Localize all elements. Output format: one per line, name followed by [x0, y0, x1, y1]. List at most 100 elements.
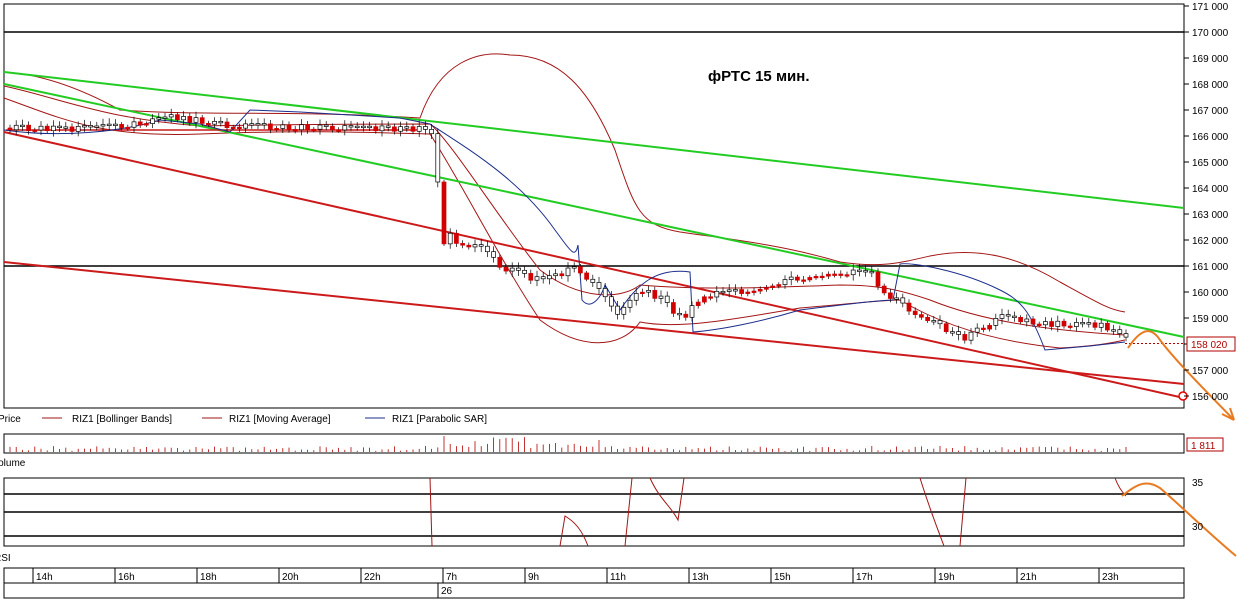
trendlines-layer: [3, 71, 1188, 401]
candle-down: [819, 275, 825, 279]
date-label: 26: [441, 586, 453, 597]
candle-up: [857, 269, 862, 272]
candle-up: [131, 121, 137, 128]
candle-up: [354, 125, 360, 129]
candle-down: [888, 292, 893, 299]
time-tick-label: 20h: [282, 572, 299, 583]
candle-up: [999, 314, 1005, 319]
candle-up: [571, 266, 577, 269]
candle-down: [671, 302, 676, 314]
parabolic-sar-line: [3, 109, 1126, 351]
candle-up: [82, 125, 87, 128]
price-tick-label: 156 000: [1192, 392, 1229, 403]
candle-up: [472, 244, 478, 248]
candle-up: [181, 116, 186, 121]
volume-panel-frame: [3, 433, 1185, 454]
candle-up: [1043, 321, 1048, 326]
candle-up: [658, 295, 664, 299]
parabolic-sar-layer: [3, 109, 1126, 351]
candle-down: [813, 276, 819, 279]
candle-up: [540, 276, 546, 280]
candle-down: [826, 273, 831, 277]
candle-up: [218, 121, 224, 124]
forecast-layer: [1121, 330, 1237, 557]
price-tick-label: 160 000: [1192, 288, 1229, 299]
time-tick-label: 23h: [1102, 572, 1119, 583]
candle-up: [323, 124, 329, 127]
candle-down: [125, 126, 131, 130]
candle-up: [714, 290, 720, 298]
time-tick-label: 21h: [1020, 572, 1037, 583]
candle-up: [602, 288, 608, 298]
candle-up: [733, 289, 738, 292]
candle-up: [1074, 322, 1079, 327]
candle-up: [615, 305, 620, 315]
candle-up: [255, 123, 261, 126]
candle-up: [361, 125, 366, 129]
candle-down: [807, 277, 813, 281]
candle-up: [609, 296, 614, 307]
trendline-green-lower: [3, 83, 1185, 338]
rsi-line: [919, 477, 945, 547]
price-tick-label: 164 000: [1192, 184, 1229, 195]
candle-down: [981, 327, 986, 330]
candle-up: [621, 306, 627, 315]
candle-down: [795, 276, 800, 281]
candle-down: [1049, 321, 1054, 327]
candle-down: [770, 285, 775, 288]
candle-up: [342, 125, 348, 131]
candle-up: [850, 269, 856, 276]
candle-up: [1086, 322, 1092, 325]
candle-up: [20, 124, 25, 128]
legend-moving-average-label: RIZ1 [Moving Average]: [229, 414, 331, 425]
time-tick-label: 11h: [610, 572, 626, 583]
candle-up: [57, 125, 62, 128]
candle-up: [553, 273, 558, 277]
rsi-line: [649, 477, 685, 522]
candle-up: [478, 244, 484, 247]
chart-annotation: фРТС 15 мин.: [708, 68, 810, 85]
candle-up: [162, 116, 168, 119]
candle-down: [466, 244, 472, 248]
candle-down: [503, 266, 509, 272]
candle-up: [677, 313, 682, 316]
candle-down: [32, 129, 38, 132]
candle-up: [243, 123, 248, 129]
rsi-layer: [4, 477, 1184, 547]
candle-up: [869, 271, 875, 274]
candle-up: [38, 125, 44, 131]
forecast-curve-price: [1127, 330, 1235, 421]
candles-layer: [7, 108, 1184, 345]
candle-down: [69, 126, 75, 132]
candle-up: [88, 125, 93, 128]
candle-up: [1024, 318, 1030, 323]
candle-up: [51, 125, 56, 132]
time-tick-label: 19h: [938, 572, 955, 583]
candle-down: [695, 301, 701, 306]
price-tick-label: 168 000: [1192, 80, 1229, 91]
candle-up: [429, 129, 434, 135]
price-tick-label: 159 000: [1192, 314, 1229, 325]
candle-up: [1111, 329, 1116, 332]
price-tick-label: 169 000: [1192, 54, 1229, 65]
candle-down: [844, 274, 850, 277]
rsi-line: [624, 477, 633, 547]
candle-up: [968, 331, 974, 341]
candle-up: [950, 331, 955, 334]
candle-down: [1036, 323, 1042, 326]
candle-up: [1012, 315, 1017, 318]
candle-up: [689, 305, 695, 318]
candle-down: [441, 181, 447, 245]
candle-down: [311, 128, 317, 132]
candle-down: [7, 127, 13, 131]
trendline-red-upper: [3, 131, 1185, 399]
candle-down: [559, 273, 565, 277]
price-tick-label: 171 000: [1192, 2, 1229, 13]
candle-up: [993, 318, 999, 326]
candle-up: [509, 267, 515, 272]
bollinger-upper: [3, 53, 1126, 313]
candle-up: [193, 117, 199, 123]
candle-down: [336, 129, 341, 132]
